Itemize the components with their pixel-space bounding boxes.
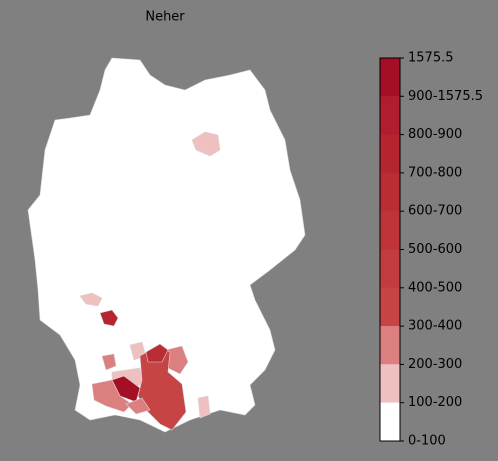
region [145, 343, 169, 363]
legend-label: 300-400 [408, 319, 462, 334]
legend-swatch [379, 402, 401, 442]
region [99, 309, 119, 327]
legend-label: 1575.5 [408, 51, 454, 66]
legend-label: 0-100 [408, 434, 446, 449]
legend-swatch [379, 134, 401, 174]
legend-swatch [379, 96, 401, 135]
legend-swatch [379, 172, 401, 212]
region [91, 379, 133, 413]
legend-label: 600-700 [408, 204, 462, 219]
map-title: Neher [145, 10, 185, 25]
country-outline [27, 57, 306, 433]
region [191, 131, 221, 157]
legend-label: 100-200 [408, 395, 462, 410]
region [197, 395, 211, 419]
legend-label: 500-600 [408, 242, 462, 257]
region [101, 353, 117, 371]
legend-swatch [379, 364, 401, 403]
legend-label: 700-800 [408, 165, 462, 180]
legend-swatch [379, 249, 401, 288]
legend: 1575.5 900-1575.5 800-900 700-800 600-700 500… [379, 51, 483, 449]
legend-label: 800-900 [408, 127, 462, 142]
legend-swatch [379, 211, 401, 250]
region [125, 397, 151, 415]
legend-swatch [379, 57, 401, 97]
legend-label: 900-1575.5 [408, 89, 483, 104]
legend-label: 400-500 [408, 280, 462, 295]
legend-swatch [379, 287, 401, 327]
region [79, 292, 103, 307]
germany-map [27, 57, 306, 433]
legend-swatch [379, 325, 401, 365]
legend-label: 200-300 [408, 357, 462, 372]
